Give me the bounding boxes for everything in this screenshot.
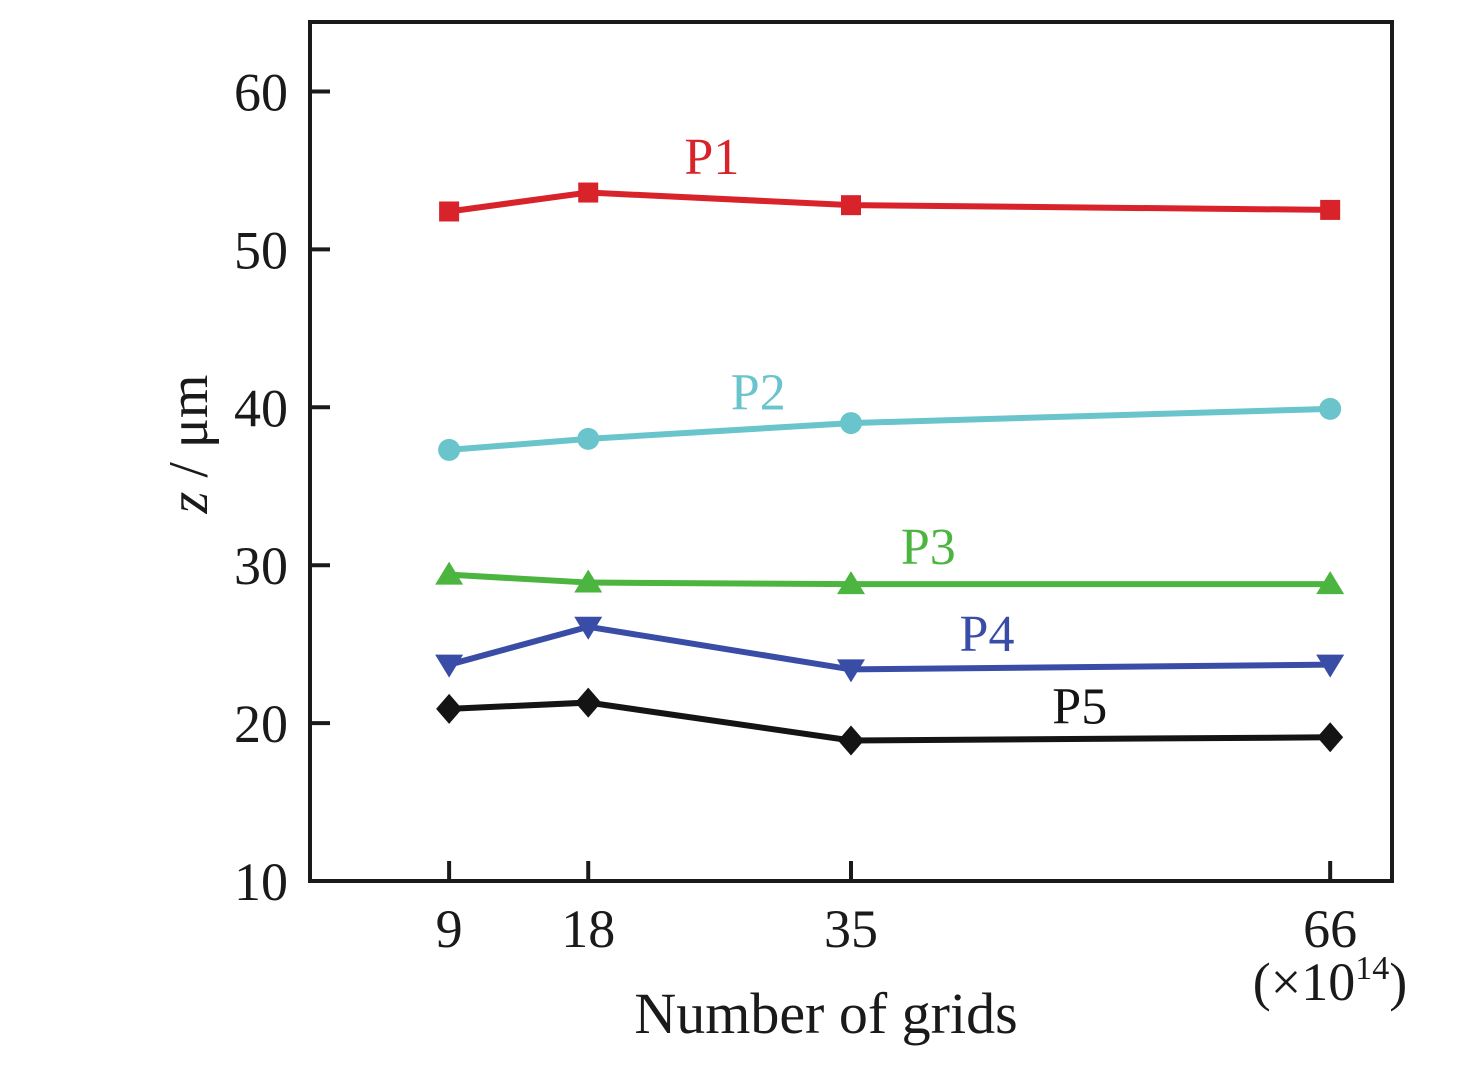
marker-P4-x18 xyxy=(574,616,603,640)
marker-P3-x18 xyxy=(574,569,603,593)
series-line-P5 xyxy=(446,699,1334,744)
x-tick-label: 66 xyxy=(1303,899,1357,959)
y-tick-label: 50 xyxy=(234,220,288,280)
marker-P4-x35 xyxy=(837,659,865,683)
series-label-P1: P1 xyxy=(684,129,739,186)
marker-P5-x9 xyxy=(436,693,463,724)
marker-P1-x35 xyxy=(841,195,861,216)
x-tick-label: 35 xyxy=(824,899,878,959)
y-axis-title: z / μm xyxy=(158,374,220,514)
marker-P3-x66 xyxy=(1316,571,1345,595)
x-tick-label: 9 xyxy=(436,899,463,959)
scale-note-suffix: ) xyxy=(1389,952,1408,1012)
marker-P1-x18 xyxy=(578,182,599,203)
scale-note-exponent: 14 xyxy=(1355,950,1390,987)
marker-P1-x9 xyxy=(439,201,460,222)
series-P3: P3 xyxy=(435,519,1345,595)
y-axis-variable: z xyxy=(158,491,220,514)
y-axis-unit: / μm xyxy=(158,374,220,492)
marker-P5-x66 xyxy=(1317,722,1344,753)
series-P4: P4 xyxy=(435,606,1345,683)
y-tick-label: 10 xyxy=(234,852,288,912)
marker-P2-x9 xyxy=(438,438,461,461)
marker-P5-x35 xyxy=(838,725,864,756)
series-line-P2 xyxy=(446,405,1334,453)
x-axis-title: Number of grids xyxy=(634,981,1018,1046)
series-P2: P2 xyxy=(438,364,1342,461)
y-tick-label: 60 xyxy=(234,62,288,122)
series-label-P5: P5 xyxy=(1052,679,1107,736)
y-tick-label: 40 xyxy=(234,378,288,438)
x-tick-label: 18 xyxy=(561,899,615,959)
series-label-P2: P2 xyxy=(731,364,786,421)
marker-P4-x66 xyxy=(1316,654,1345,678)
series-label-P4: P4 xyxy=(960,606,1015,663)
marker-P3-x35 xyxy=(837,571,865,595)
series-label-P3: P3 xyxy=(901,519,956,576)
marker-P2-x66 xyxy=(1319,397,1342,420)
series-line-P1 xyxy=(446,189,1334,215)
marker-P5-x18 xyxy=(575,687,602,718)
marker-P2-x18 xyxy=(577,427,600,450)
x-axis-scale-note: (×1014) xyxy=(1252,952,1408,1012)
marker-P2-x35 xyxy=(840,412,862,435)
marker-P4-x9 xyxy=(435,654,464,678)
y-tick-label: 30 xyxy=(234,536,288,596)
plot-border xyxy=(308,20,1394,883)
marker-P3-x9 xyxy=(435,561,464,585)
series-P1: P1 xyxy=(439,129,1341,222)
y-tick-label: 20 xyxy=(234,694,288,754)
series-line-P4 xyxy=(446,623,1334,673)
series-P5: P5 xyxy=(436,679,1344,756)
series-line-P3 xyxy=(446,571,1334,588)
marker-P1-x66 xyxy=(1320,199,1341,220)
line-chart-figure: 9 18 35 66 10 20 30 40 50 60 P1 P2 P3 P4 P5 z / μm Num… xyxy=(40,16,1476,1053)
scale-note-prefix: (×10 xyxy=(1252,952,1356,1012)
